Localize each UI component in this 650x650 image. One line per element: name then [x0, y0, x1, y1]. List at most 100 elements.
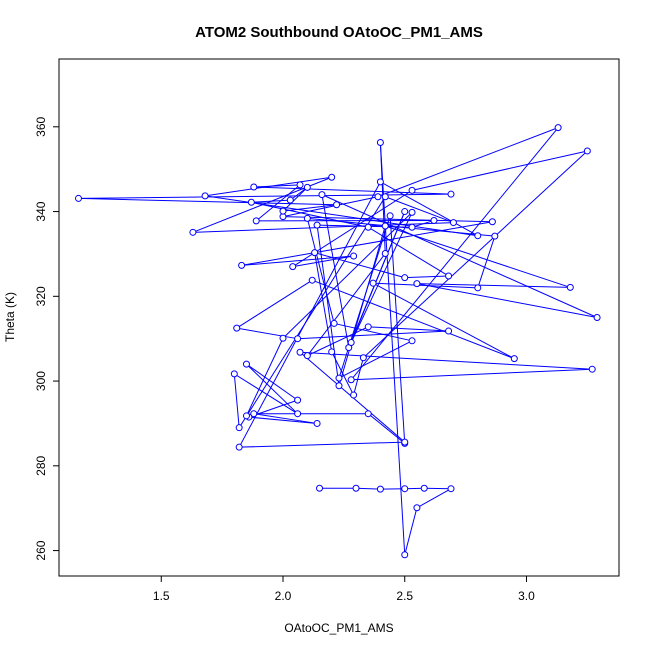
series-segment — [282, 204, 337, 212]
data-point — [311, 249, 319, 257]
y-tick-label: 280 — [34, 455, 48, 475]
data-point — [369, 279, 377, 287]
data-point — [401, 438, 409, 446]
series-segment — [416, 488, 452, 509]
series-segment — [314, 252, 405, 279]
data-point — [347, 339, 355, 347]
data-point — [408, 208, 416, 216]
data-point — [381, 193, 389, 201]
data-point — [252, 217, 260, 225]
series-segment — [379, 142, 406, 555]
series-segment — [338, 340, 413, 379]
data-point — [359, 354, 367, 362]
series-segment — [241, 255, 354, 266]
data-point — [201, 192, 209, 200]
data-point — [233, 324, 241, 332]
series-segment — [282, 216, 493, 223]
x-tick-label: 1.5 — [153, 589, 170, 603]
data-point — [474, 232, 482, 240]
series-segment — [338, 225, 386, 386]
data-point — [510, 355, 518, 363]
data-point — [413, 280, 421, 288]
x-axis-label: OAtoOC_PM1_AMS — [284, 621, 393, 635]
series-points — [74, 124, 601, 559]
series-lines — [78, 127, 598, 555]
series-segment — [363, 150, 588, 359]
data-point — [313, 419, 321, 427]
series-segment — [356, 487, 381, 490]
series-segment — [367, 413, 406, 444]
y-tick-label: 260 — [34, 540, 48, 560]
data-point — [376, 178, 384, 186]
data-point — [376, 138, 384, 146]
series-segment — [312, 279, 515, 360]
data-point — [318, 191, 326, 199]
x-tick-label: 2.0 — [275, 589, 292, 603]
data-point — [235, 424, 243, 432]
data-point — [401, 208, 409, 216]
series-segment — [416, 283, 598, 318]
chart-title: ATOM2 Southbound OAtoOC_PM1_AMS — [195, 24, 483, 41]
series-segment — [253, 184, 301, 188]
series-segment — [246, 363, 298, 415]
y-axis: 260 280 300 320 340 360 — [34, 116, 59, 561]
series-segment — [234, 373, 298, 415]
data-point — [352, 484, 360, 492]
data-point — [445, 327, 453, 335]
data-point — [294, 335, 302, 343]
series-segment — [307, 326, 369, 357]
series-segment — [246, 338, 284, 417]
series-segment — [233, 373, 240, 428]
data-point — [74, 194, 82, 202]
data-point — [296, 181, 304, 189]
data-point — [420, 484, 428, 492]
data-point — [303, 183, 311, 191]
data-point — [474, 284, 482, 292]
x-tick-label: 2.5 — [396, 589, 413, 603]
series-segment — [411, 219, 435, 228]
series-segment — [321, 194, 350, 348]
data-point — [381, 250, 389, 258]
series-segment — [411, 150, 588, 191]
data-point — [308, 276, 316, 284]
series-segment — [282, 196, 379, 218]
data-point — [408, 223, 416, 231]
series-segment — [353, 357, 364, 396]
data-point — [588, 365, 596, 373]
series-segment — [306, 218, 335, 324]
series-segment — [317, 224, 413, 228]
series-segment — [78, 193, 452, 199]
data-point — [381, 222, 389, 230]
series-segment — [316, 225, 340, 386]
data-point — [250, 183, 258, 191]
series-segment — [367, 226, 449, 277]
data-point — [296, 348, 304, 356]
series-segment — [404, 275, 449, 279]
data-point — [286, 196, 294, 204]
x-axis: 1.5 2.0 2.5 3.0 — [153, 576, 535, 603]
data-point — [303, 352, 311, 360]
data-point — [374, 193, 382, 201]
data-point — [408, 186, 416, 194]
data-point — [430, 216, 438, 224]
data-point — [242, 360, 250, 368]
data-point — [247, 198, 255, 206]
data-point — [289, 263, 297, 271]
series-segment — [314, 252, 333, 352]
y-tick-label: 320 — [34, 286, 48, 306]
data-point — [303, 214, 311, 222]
data-point — [235, 443, 243, 451]
data-point — [401, 485, 409, 493]
y-tick-label: 340 — [34, 201, 48, 221]
data-point — [376, 485, 384, 493]
series-segment — [255, 184, 301, 222]
data-point — [364, 223, 372, 231]
data-point — [350, 252, 358, 260]
data-point — [279, 334, 287, 342]
data-point — [335, 374, 343, 382]
data-point — [447, 485, 455, 493]
series-segment — [297, 330, 449, 340]
series-segment — [385, 196, 454, 224]
series-segment — [253, 413, 318, 424]
data-point — [328, 173, 336, 181]
